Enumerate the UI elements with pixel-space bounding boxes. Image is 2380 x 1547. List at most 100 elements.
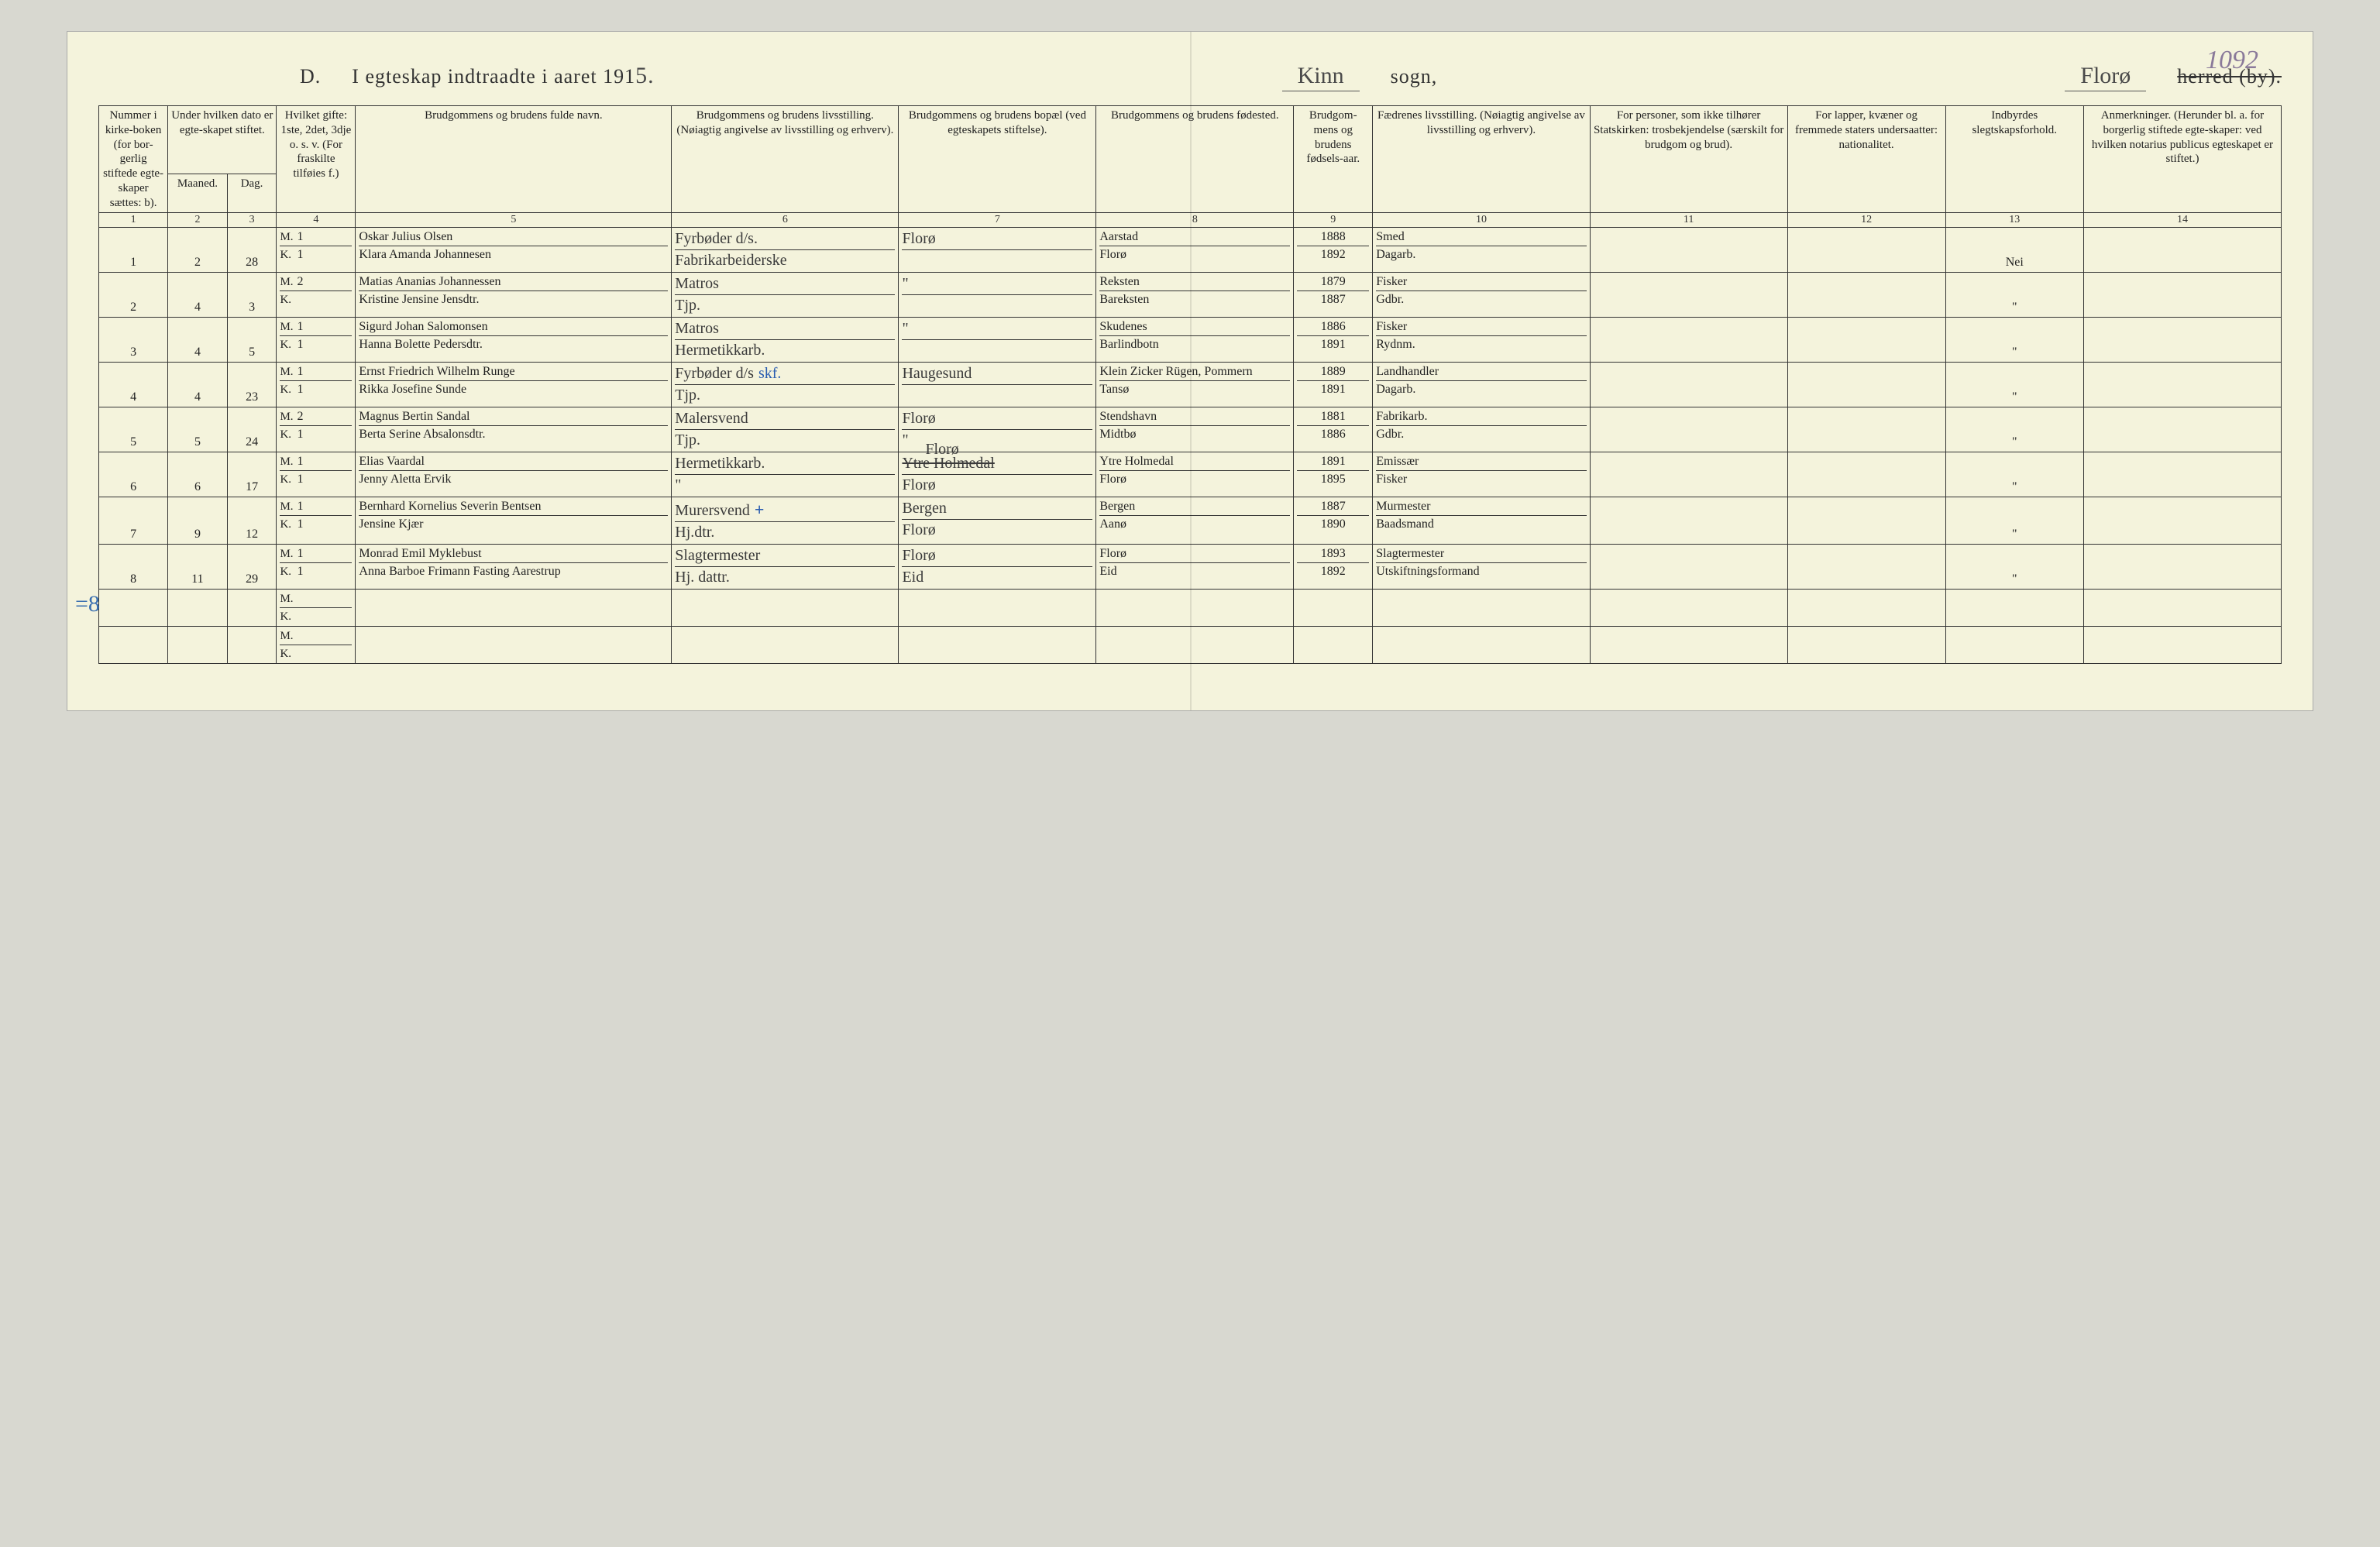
colnum: 11 (1590, 213, 1787, 228)
cell-c11 (1590, 228, 1787, 273)
cell-bopael: " (899, 318, 1096, 363)
table-row-empty: M.K. (99, 627, 2282, 664)
colnum: 6 (672, 213, 899, 228)
cell-name: Sigurd Johan SalomonsenHanna Bolette Ped… (356, 318, 672, 363)
cell-far: SmedDagarb. (1373, 228, 1590, 273)
cell-stilling: Murersvend+Hj.dtr. (672, 497, 899, 545)
cell-name: Monrad Emil MyklebustAnna Barboe Frimann… (356, 545, 672, 590)
cell-c13: " (1945, 318, 2083, 363)
cell-month: 2 (168, 228, 227, 273)
cell-far: FiskerRydnm. (1373, 318, 1590, 363)
h-c6: Brudgommens og brudens livsstilling. (Nø… (672, 106, 899, 213)
page-number-handwritten: 1092 (2206, 46, 2258, 75)
cell-bopael: FlorøEid (899, 545, 1096, 590)
cell-no: 8 (99, 545, 168, 590)
cell-c14 (2083, 318, 2281, 363)
table-row: 1228M.1K.1Oskar Julius OlsenKlara Amanda… (99, 228, 2282, 273)
margin-note-left: =8 (75, 591, 100, 617)
table-row-empty: M.K. (99, 590, 2282, 627)
cell-c13: " (1945, 273, 2083, 318)
cell-c12 (1787, 318, 1945, 363)
cell-month: 4 (168, 318, 227, 363)
cell-c13: " (1945, 545, 2083, 590)
cell-day: 12 (227, 497, 277, 545)
cell-name: Magnus Bertin SandalBerta Serine Absalon… (356, 407, 672, 452)
cell-no: 4 (99, 363, 168, 407)
colnum: 12 (1787, 213, 1945, 228)
cell-far: SlagtermesterUtskiftningsformand (1373, 545, 1590, 590)
h-c5: Brudgommens og brudens fulde navn. (356, 106, 672, 213)
cell-fodested: AarstadFlorø (1096, 228, 1294, 273)
cell-month: 5 (168, 407, 227, 452)
cell-gifte: M.1K.1 (277, 363, 356, 407)
cell-gifte: M.1K.1 (277, 497, 356, 545)
cell-far: FiskerGdbr. (1373, 273, 1590, 318)
cell-no: 5 (99, 407, 168, 452)
cell-far: Fabrikarb.Gdbr. (1373, 407, 1590, 452)
cell-c12 (1787, 273, 1945, 318)
cell-c12 (1787, 497, 1945, 545)
cell-day: 24 (227, 407, 277, 452)
cell-far: MurmesterBaadsmand (1373, 497, 1590, 545)
cell-c12 (1787, 363, 1945, 407)
cell-fodested: Klein Zicker Rügen, PommernTansø (1096, 363, 1294, 407)
cell-c11 (1590, 497, 1787, 545)
cell-day: 3 (227, 273, 277, 318)
h-c2-top: Under hvilken dato er egte-skapet stifte… (168, 106, 277, 174)
colnum: 10 (1373, 213, 1590, 228)
cell-c12 (1787, 228, 1945, 273)
table-body: 1228M.1K.1Oskar Julius OlsenKlara Amanda… (99, 228, 2282, 664)
cell-c11 (1590, 318, 1787, 363)
cell-fodested: RekstenBareksten (1096, 273, 1294, 318)
colnum: 14 (2083, 213, 2281, 228)
cell-far: EmissærFisker (1373, 452, 1590, 497)
cell-month: 4 (168, 363, 227, 407)
cell-no: 2 (99, 273, 168, 318)
title-text: I egteskap indtraadte i aaret 1915. (352, 63, 654, 89)
table-row: 81129M.1K.1Monrad Emil MyklebustAnna Bar… (99, 545, 2282, 590)
cell-aar: 18891891 (1294, 363, 1373, 407)
cell-c14 (2083, 452, 2281, 497)
cell-gifte: M.1K.1 (277, 228, 356, 273)
h-c13: Indbyrdes slegtskapsforhold. (1945, 106, 2083, 213)
h-c9: Brudgom-mens og brudens fødsels-aar. (1294, 106, 1373, 213)
h-c11: For personer, som ikke tilhører Statskir… (1590, 106, 1787, 213)
year-suffix: 5. (635, 63, 655, 88)
cell-fodested: Ytre HolmedalFlorø (1096, 452, 1294, 497)
cell-month: 4 (168, 273, 227, 318)
h-c8: Brudgommens og brudens fødested. (1096, 106, 1294, 213)
cell-aar: 18871890 (1294, 497, 1373, 545)
cell-gifte: M.2K.1 (277, 407, 356, 452)
cell-aar: 18931892 (1294, 545, 1373, 590)
h-c4: Hvilket gifte: 1ste, 2det, 3dje o. s. v.… (277, 106, 356, 213)
table-row: 4423M.1K.1Ernst Friedrich Wilhelm RungeR… (99, 363, 2282, 407)
cell-c14 (2083, 363, 2281, 407)
herred-hand: Florø (2065, 63, 2146, 91)
cell-name: Elias VaardalJenny Aletta Ervik (356, 452, 672, 497)
cell-fodested: BergenAanø (1096, 497, 1294, 545)
column-numbers-row: 1 2 3 4 5 6 7 8 9 10 11 12 13 14 (99, 213, 2282, 228)
cell-gifte: M.1K.1 (277, 452, 356, 497)
register-table: Nummer i kirke-boken (for bor-gerlig sti… (98, 105, 2282, 664)
heading-line: D. I egteskap indtraadte i aaret 1915. K… (300, 63, 2282, 91)
cell-name: Bernhard Kornelius Severin BentsenJensin… (356, 497, 672, 545)
cell-day: 5 (227, 318, 277, 363)
cell-bopael: " (899, 273, 1096, 318)
cell-aar: 18791887 (1294, 273, 1373, 318)
cell-no: 6 (99, 452, 168, 497)
h-c1: Nummer i kirke-boken (for bor-gerlig sti… (99, 106, 168, 213)
cell-c14 (2083, 545, 2281, 590)
cell-c13: " (1945, 452, 2083, 497)
cell-gifte: M.2K. (277, 273, 356, 318)
cell-c13: " (1945, 363, 2083, 407)
h-c12: For lapper, kvæner og fremmede staters u… (1787, 106, 1945, 213)
cell-c12 (1787, 452, 1945, 497)
cell-c14 (2083, 228, 2281, 273)
cell-name: Matias Ananias JohannessenKristine Jensi… (356, 273, 672, 318)
cell-c14 (2083, 273, 2281, 318)
cell-month: 11 (168, 545, 227, 590)
colnum: 9 (1294, 213, 1373, 228)
cell-aar: 18911895 (1294, 452, 1373, 497)
cell-c12 (1787, 545, 1945, 590)
cell-day: 23 (227, 363, 277, 407)
